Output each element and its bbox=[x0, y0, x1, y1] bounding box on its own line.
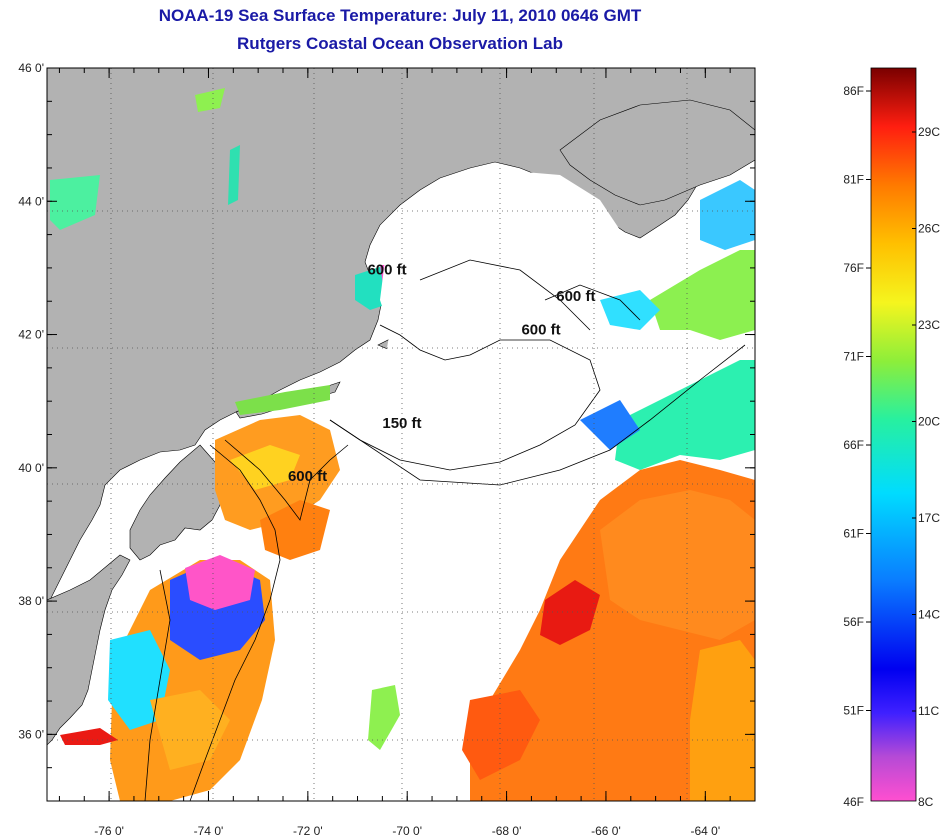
colorbar bbox=[870, 67, 917, 802]
colorbar-celsius-labels: 29C 26C 23C 20C 17C 14C 11C 8C bbox=[912, 125, 940, 809]
latitude-tick-label: 36 0' bbox=[18, 727, 44, 741]
colorbar-c-label: 29C bbox=[918, 125, 940, 139]
colorbar-f-label: 61F bbox=[843, 527, 864, 541]
colorbar-f-label: 56F bbox=[843, 615, 864, 629]
colorbar-c-label: 11C bbox=[918, 704, 939, 718]
colorbar-c-label: 14C bbox=[918, 608, 940, 622]
isobath-labels: 600 ft 600 ft 600 ft 150 ft 600 ft bbox=[288, 262, 595, 486]
longitude-tick-label: -66 0' bbox=[591, 824, 621, 838]
colorbar-fahrenheit-labels: 86F 81F 76F 71F 66F 61F 56F 51F 46F bbox=[843, 84, 871, 809]
map-subtitle: Rutgers Coastal Ocean Observation Lab bbox=[237, 34, 563, 53]
graticule bbox=[47, 68, 755, 801]
latitude-axis: 46 0' 44 0' 42 0' 40 0' 38 0' 36 0' bbox=[18, 61, 755, 769]
sst-data bbox=[50, 88, 755, 801]
isobath-label: 600 ft bbox=[367, 262, 406, 279]
latitude-tick-label: 44 0' bbox=[18, 194, 44, 208]
colorbar-c-label: 20C bbox=[918, 415, 940, 429]
isobath-lines bbox=[144, 259, 746, 801]
latitude-tick-label: 38 0' bbox=[18, 594, 44, 608]
isobath-label: 600 ft bbox=[556, 288, 595, 305]
isobath-label: 600 ft bbox=[521, 322, 560, 339]
latitude-tick-label: 42 0' bbox=[18, 328, 44, 342]
colorbar-f-label: 76F bbox=[843, 261, 864, 275]
longitude-tick-label: -68 0' bbox=[492, 824, 522, 838]
colorbar-c-label: 17C bbox=[918, 511, 940, 525]
gulf-of-maine-nodata bbox=[370, 170, 620, 410]
longitude-tick-label: -70 0' bbox=[392, 824, 422, 838]
longitude-tick-label: -74 0' bbox=[194, 824, 224, 838]
colorbar-f-label: 81F bbox=[843, 173, 864, 187]
colorbar-c-label: 8C bbox=[918, 795, 934, 809]
isobath-label: 600 ft bbox=[288, 468, 327, 485]
colorbar-f-label: 51F bbox=[843, 704, 864, 718]
map-title: NOAA-19 Sea Surface Temperature: July 11… bbox=[158, 6, 642, 25]
colorbar-c-label: 26C bbox=[918, 222, 940, 236]
latitude-tick-label: 46 0' bbox=[18, 61, 44, 75]
colorbar-f-label: 86F bbox=[843, 84, 864, 98]
colorbar-c-label: 23C bbox=[918, 318, 940, 332]
isobath-label: 150 ft bbox=[382, 415, 421, 432]
latitude-tick-label: 40 0' bbox=[18, 461, 44, 475]
longitude-axis: -76 0' -74 0' -72 0' -70 0' -68 0' -66 0' -64 … bbox=[58, 68, 756, 838]
colorbar-f-label: 71F bbox=[843, 350, 864, 364]
longitude-tick-label: -72 0' bbox=[293, 824, 323, 838]
longitude-tick-label: -76 0' bbox=[94, 824, 124, 838]
longitude-tick-label: -64 0' bbox=[690, 824, 720, 838]
colorbar-f-label: 46F bbox=[843, 795, 864, 809]
colorbar-f-label: 66F bbox=[843, 438, 864, 452]
